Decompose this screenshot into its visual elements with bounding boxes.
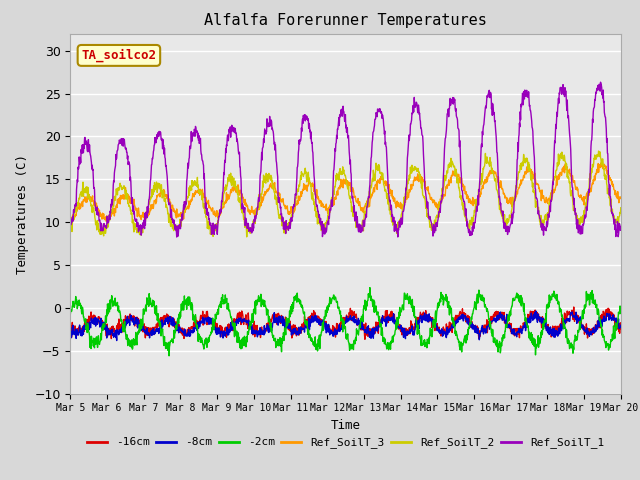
- -2cm: [617, 308, 625, 314]
- -2cm: [432, 308, 440, 314]
- -16cm: [361, 336, 369, 342]
- -16cm: [570, 304, 577, 310]
- Ref_SoilT_3: [503, 200, 511, 205]
- Y-axis label: Temperatures (C): Temperatures (C): [16, 154, 29, 274]
- -8cm: [176, 324, 184, 330]
- -2cm: [251, 307, 259, 313]
- Ref_SoilT_3: [617, 195, 625, 201]
- -16cm: [504, 319, 511, 324]
- -16cm: [175, 329, 183, 335]
- -8cm: [532, 308, 540, 314]
- Ref_SoilT_1: [617, 224, 625, 229]
- -16cm: [552, 323, 559, 329]
- Ref_SoilT_3: [67, 222, 74, 228]
- -16cm: [250, 326, 258, 332]
- -2cm: [67, 311, 74, 316]
- -2cm: [366, 285, 374, 290]
- Ref_SoilT_1: [189, 130, 197, 136]
- -8cm: [617, 323, 625, 328]
- Ref_SoilT_1: [176, 221, 184, 227]
- Line: Ref_SoilT_3: Ref_SoilT_3: [70, 163, 621, 225]
- Ref_SoilT_3: [189, 191, 196, 196]
- Line: Ref_SoilT_1: Ref_SoilT_1: [70, 82, 621, 237]
- Ref_SoilT_2: [595, 148, 602, 154]
- -16cm: [189, 325, 196, 331]
- Ref_SoilT_2: [175, 224, 183, 229]
- -8cm: [189, 328, 197, 334]
- Ref_SoilT_2: [617, 205, 625, 211]
- Ref_SoilT_3: [597, 160, 605, 166]
- -2cm: [176, 316, 184, 322]
- -8cm: [431, 317, 439, 323]
- Ref_SoilT_1: [552, 121, 559, 127]
- Ref_SoilT_2: [251, 216, 259, 221]
- -16cm: [431, 322, 439, 328]
- Ref_SoilT_1: [67, 216, 74, 221]
- Ref_SoilT_2: [504, 216, 511, 221]
- Line: -2cm: -2cm: [70, 288, 621, 356]
- Legend: -16cm, -8cm, -2cm, Ref_SoilT_3, Ref_SoilT_2, Ref_SoilT_1: -16cm, -8cm, -2cm, Ref_SoilT_3, Ref_Soil…: [83, 433, 609, 453]
- Ref_SoilT_1: [251, 219, 259, 225]
- -16cm: [617, 326, 625, 332]
- -2cm: [504, 319, 511, 324]
- -8cm: [504, 320, 511, 325]
- Ref_SoilT_2: [67, 218, 74, 224]
- Ref_SoilT_3: [250, 207, 258, 213]
- Line: -8cm: -8cm: [70, 311, 621, 340]
- Ref_SoilT_1: [596, 79, 604, 85]
- Title: Alfalfa Forerunner Temperatures: Alfalfa Forerunner Temperatures: [204, 13, 487, 28]
- Ref_SoilT_1: [431, 227, 439, 232]
- Line: -16cm: -16cm: [70, 307, 621, 339]
- X-axis label: Time: Time: [331, 419, 360, 432]
- -2cm: [165, 353, 173, 359]
- Ref_SoilT_3: [431, 202, 439, 208]
- Ref_SoilT_3: [552, 185, 559, 191]
- Line: Ref_SoilT_2: Ref_SoilT_2: [70, 151, 621, 237]
- -8cm: [552, 328, 560, 334]
- -8cm: [251, 330, 259, 336]
- -16cm: [67, 327, 74, 333]
- Ref_SoilT_2: [243, 234, 251, 240]
- Text: TA_soilco2: TA_soilco2: [81, 49, 156, 62]
- Ref_SoilT_2: [189, 183, 196, 189]
- -8cm: [67, 325, 74, 331]
- -8cm: [113, 337, 120, 343]
- -2cm: [189, 312, 197, 317]
- Ref_SoilT_1: [504, 225, 511, 231]
- Ref_SoilT_2: [552, 168, 559, 174]
- Ref_SoilT_2: [431, 219, 439, 225]
- -2cm: [552, 296, 560, 302]
- Ref_SoilT_1: [173, 234, 180, 240]
- Ref_SoilT_3: [175, 212, 183, 218]
